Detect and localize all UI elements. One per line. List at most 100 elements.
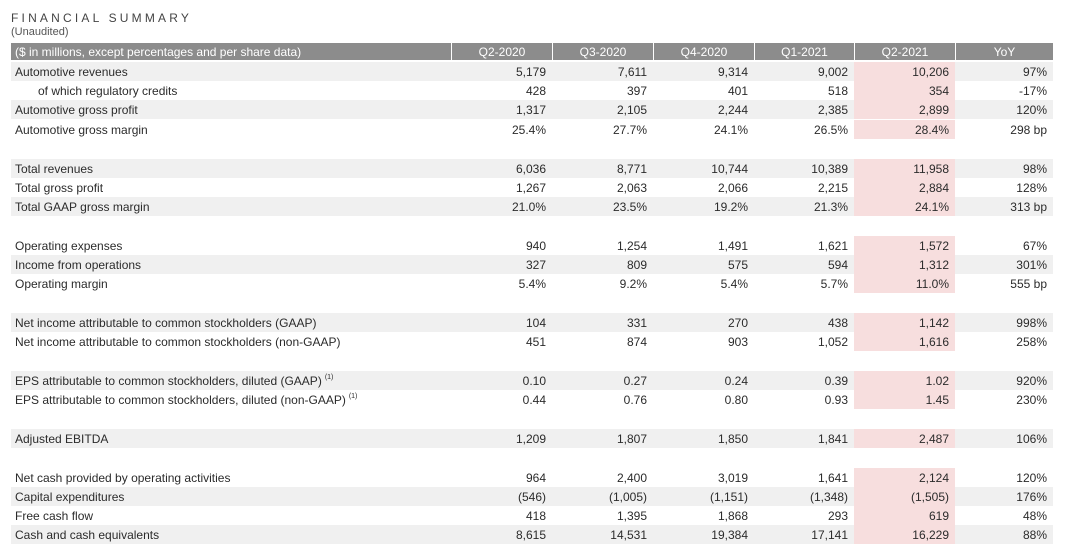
- table-row: Net cash provided by operating activitie…: [11, 468, 1053, 487]
- value-cell: 313 bp: [1010, 199, 1047, 214]
- highlighted-value-cell: 1,312: [854, 255, 955, 274]
- value-cell: 270: [727, 315, 748, 330]
- row-label: EPS attributable to common stockholders,…: [11, 371, 451, 390]
- row-label: Total revenues: [11, 159, 451, 178]
- value-cell: 397: [626, 83, 647, 98]
- value-cell: 5.7%: [820, 276, 848, 291]
- row-label: Free cash flow: [11, 506, 451, 525]
- row-label-text: Total GAAP gross margin: [15, 199, 150, 214]
- table-row: of which regulatory credits 428 397 401 518 3…: [11, 81, 1053, 100]
- value-cell: 67%: [1022, 238, 1047, 253]
- table-row: Net income attributable to common stockh…: [11, 332, 1053, 351]
- value-cell: 1,317: [515, 102, 546, 117]
- row-label: Operating expenses: [11, 236, 451, 255]
- highlighted-value-cell: 2,899: [854, 100, 955, 119]
- highlighted-value-cell: 2,884: [854, 178, 955, 197]
- value-cell: 27.7%: [612, 122, 647, 137]
- table-row: EPS attributable to common stockholders,…: [11, 371, 1053, 390]
- table-row: Total GAAP gross margin 21.0% 23.5% 19.2% 21…: [11, 197, 1053, 216]
- header-column: Q2-2020: [451, 43, 552, 60]
- table-row: EPS attributable to common stockholders,…: [11, 390, 1053, 409]
- value-cell: 8,771: [616, 161, 647, 176]
- value-cell: 10,389: [811, 161, 848, 176]
- row-label-text: Net income attributable to common stockh…: [15, 334, 341, 349]
- table-row: Operating expenses 940 1,254 1,491 1,621 1,57…: [11, 236, 1053, 255]
- value-cell: 24.1%: [713, 122, 748, 137]
- row-label-text: Adjusted EBITDA: [15, 431, 109, 446]
- value-cell: 3,019: [717, 470, 748, 485]
- value-cell: 104: [525, 315, 546, 330]
- value-cell: 331: [626, 315, 647, 330]
- table-header: ($ in millions, except percentages and p…: [11, 43, 1053, 60]
- value-cell: 21.3%: [813, 199, 848, 214]
- value-cell: 575: [727, 257, 748, 272]
- value-cell: 10,744: [711, 161, 748, 176]
- value-cell: 327: [525, 257, 546, 272]
- header-label: ($ in millions, except percentages and p…: [15, 44, 302, 59]
- highlighted-value-cell: 24.1%: [854, 197, 955, 216]
- value-cell: 128%: [1016, 180, 1047, 195]
- value-cell: 438: [827, 315, 848, 330]
- value-cell: 8,615: [515, 527, 546, 542]
- value-cell: 120%: [1016, 102, 1047, 117]
- value-cell: -17%: [1018, 83, 1047, 98]
- value-cell: 19.2%: [713, 199, 748, 214]
- value-cell: (1,348): [809, 489, 848, 504]
- value-cell: 1,254: [616, 238, 647, 253]
- highlighted-value-cell: 354: [854, 81, 955, 100]
- row-label: Net income attributable to common stockh…: [11, 313, 451, 332]
- value-cell: 874: [626, 334, 647, 349]
- highlighted-value-cell: 619: [854, 506, 955, 525]
- value-cell: 2,385: [817, 102, 848, 117]
- value-cell: 0.93: [824, 392, 848, 407]
- value-cell: 5,179: [515, 64, 546, 79]
- row-label-text: Net income attributable to common stockh…: [15, 315, 317, 330]
- highlighted-value-cell: 11,958: [854, 159, 955, 178]
- row-label-text: of which regulatory credits: [38, 83, 178, 98]
- value-cell: 26.5%: [813, 122, 848, 137]
- value-cell: 1,868: [717, 508, 748, 523]
- row-label: Net income attributable to common stockh…: [11, 332, 451, 351]
- row-label: Automotive gross margin: [11, 120, 451, 139]
- value-cell: 1,395: [616, 508, 647, 523]
- header-column: YoY: [955, 43, 1053, 60]
- row-label: Automotive gross profit: [11, 100, 451, 119]
- value-cell: 1,641: [817, 470, 848, 485]
- table-row: Automotive gross profit 1,317 2,105 2,244 2,…: [11, 100, 1053, 119]
- value-cell: 9,002: [817, 64, 848, 79]
- row-label: Automotive revenues: [11, 62, 451, 81]
- row-label: Operating margin: [11, 274, 451, 293]
- report-subtitle: (Unaudited): [11, 26, 69, 38]
- highlighted-value-cell: 11.0%: [854, 274, 955, 293]
- value-cell: 19,384: [711, 527, 748, 542]
- value-cell: (1,005): [608, 489, 647, 504]
- table-row: Operating margin 5.4% 9.2% 5.4% 5.7% 11.0% 555…: [11, 274, 1053, 293]
- value-cell: 88%: [1022, 527, 1047, 542]
- header-column: Q1-2021: [754, 43, 854, 60]
- row-label-text: Free cash flow: [15, 508, 94, 523]
- value-cell: 14,531: [610, 527, 647, 542]
- row-label-text: Net cash provided by operating activitie…: [15, 470, 231, 485]
- value-cell: 5.4%: [720, 276, 748, 291]
- value-cell: 1,267: [515, 180, 546, 195]
- value-cell: 1,209: [515, 431, 546, 446]
- value-cell: 940: [525, 238, 546, 253]
- highlighted-value-cell: 1.02: [854, 371, 955, 390]
- value-cell: 1,052: [817, 334, 848, 349]
- row-label-text: Automotive revenues: [15, 64, 128, 79]
- report-title: FINANCIAL SUMMARY: [11, 11, 193, 25]
- value-cell: 298 bp: [1010, 122, 1047, 137]
- row-label: EPS attributable to common stockholders,…: [11, 390, 451, 409]
- value-cell: 48%: [1022, 508, 1047, 523]
- value-cell: (1,151): [709, 489, 748, 504]
- value-cell: 97%: [1022, 64, 1047, 79]
- footnote-marker: (1): [348, 393, 358, 400]
- row-label: Income from operations: [11, 255, 451, 274]
- value-cell: 258%: [1016, 334, 1047, 349]
- table-row: Net income attributable to common stockh…: [11, 313, 1053, 332]
- row-label-text: Capital expenditures: [15, 489, 125, 504]
- table-row: Total gross profit 1,267 2,063 2,066 2,215 2,…: [11, 178, 1053, 197]
- value-cell: 401: [727, 83, 748, 98]
- value-cell: 0.39: [824, 373, 848, 388]
- value-cell: 594: [827, 257, 848, 272]
